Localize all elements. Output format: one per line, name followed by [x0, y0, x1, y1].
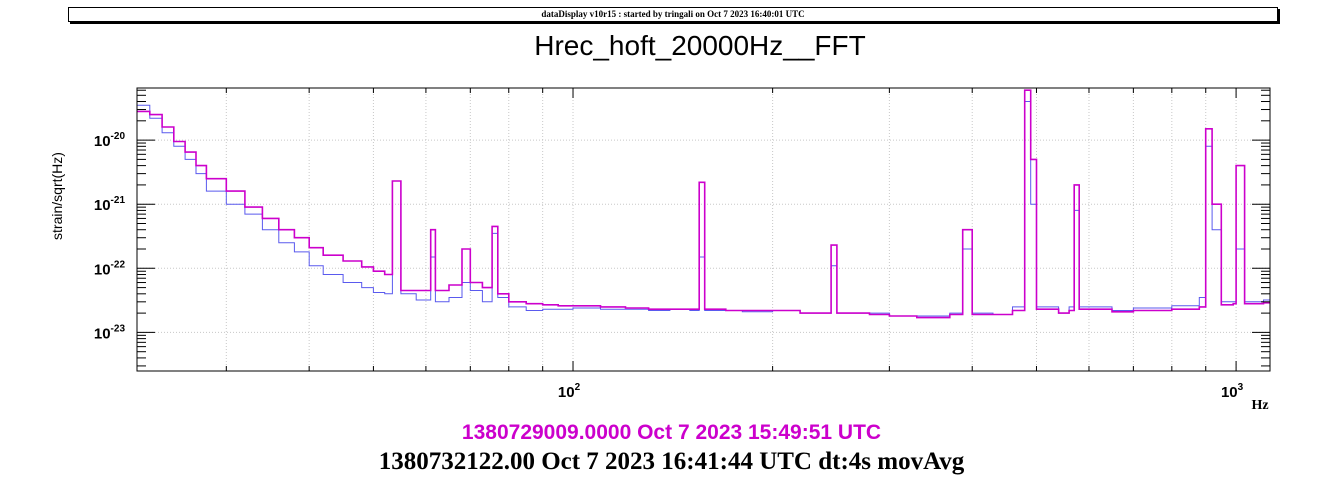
x-tick-label: 102: [558, 382, 581, 401]
chart-title: Hrec_hoft_20000Hz__FFT: [534, 30, 866, 61]
plot-area: [137, 88, 1270, 371]
header-banner: dataDisplay v10r15 : started by tringali…: [68, 7, 1278, 22]
y-tick-label: 10-23: [94, 323, 126, 342]
y-tick-label: 10-21: [94, 195, 126, 214]
x-tick-label: 103: [1221, 382, 1244, 401]
start-timestamp: 1380729009.0000 Oct 7 2023 15:49:51 UTC: [461, 421, 882, 444]
series-line: [137, 89, 1270, 319]
current-timestamp: 1380732122.00 Oct 7 2023 16:41:44 UTC dt…: [378, 448, 965, 475]
y-axis-label: strain/sqrt(Hz): [49, 152, 65, 240]
series-layer: [137, 89, 1270, 319]
tick-layer: [137, 88, 1270, 371]
y-tick-label: 10-20: [94, 131, 126, 150]
x-axis-label: Hz: [1251, 398, 1268, 413]
label-layer: 102 103 10-23 10-22 10-21 10-20: [94, 131, 1244, 401]
y-tick-label: 10-22: [94, 259, 126, 278]
